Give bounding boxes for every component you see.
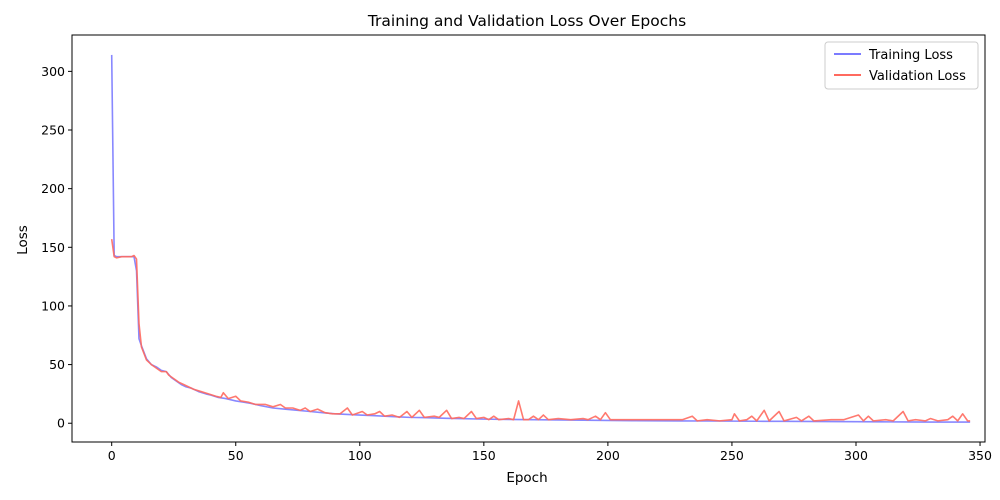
x-tick-label: 250 xyxy=(720,448,744,463)
series-line-validation-loss xyxy=(110,238,971,422)
x-tick-label: 50 xyxy=(228,448,244,463)
x-axis-ticks: 0 50 100 150 200 250 300 350 xyxy=(108,442,992,463)
legend-box xyxy=(824,41,979,90)
y-axis-ticks: 0 50 100 150 200 250 300 xyxy=(41,64,72,431)
x-tick-label: 150 xyxy=(472,448,496,463)
x-tick-label: 300 xyxy=(844,448,868,463)
y-tick-label: 150 xyxy=(41,240,65,255)
y-tick-label: 100 xyxy=(41,298,65,313)
y-axis-label: Loss xyxy=(15,225,31,255)
x-tick-label: 200 xyxy=(596,448,620,463)
plot-area xyxy=(71,34,986,443)
axes-frame xyxy=(71,34,986,443)
y-tick-label: 200 xyxy=(41,181,65,196)
x-tick-label: 350 xyxy=(968,448,992,463)
x-axis-label: Epoch xyxy=(506,470,547,486)
chart-title: Training and Validation Loss Over Epochs xyxy=(367,12,686,30)
x-tick-label: 0 xyxy=(108,448,116,463)
x-tick-label: 100 xyxy=(348,448,372,463)
y-tick-label: 0 xyxy=(57,416,65,431)
y-tick-label: 250 xyxy=(41,123,65,138)
y-tick-label: 300 xyxy=(41,64,65,79)
y-tick-label: 50 xyxy=(49,357,65,372)
legend-label-validation: Validation Loss xyxy=(869,69,966,84)
legend-label-training: Training Loss xyxy=(868,48,953,63)
legend: Training Loss Validation Loss xyxy=(824,41,979,90)
